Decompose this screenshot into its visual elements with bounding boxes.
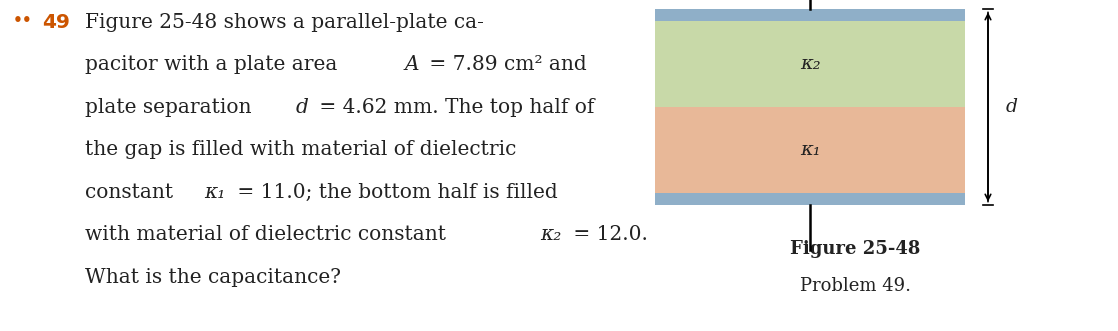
Text: constant: constant xyxy=(85,183,180,202)
Text: κ₁: κ₁ xyxy=(799,141,821,159)
Text: ••: •• xyxy=(13,13,32,28)
Text: Problem 49.: Problem 49. xyxy=(799,277,910,295)
Text: Figure 25-48 shows a parallel-plate ca-: Figure 25-48 shows a parallel-plate ca- xyxy=(85,13,484,32)
Bar xyxy=(655,21,965,107)
Bar xyxy=(655,10,965,21)
Text: Figure 25-48: Figure 25-48 xyxy=(789,240,920,258)
Text: κ₂: κ₂ xyxy=(540,225,561,245)
Text: 49: 49 xyxy=(42,13,69,32)
Text: κ₂: κ₂ xyxy=(799,55,821,73)
Text: with material of dielectric constant: with material of dielectric constant xyxy=(85,225,453,245)
Bar xyxy=(655,107,965,193)
Text: d: d xyxy=(296,98,309,117)
Text: d: d xyxy=(1006,98,1018,116)
Text: pacitor with a plate area: pacitor with a plate area xyxy=(85,56,343,74)
Text: A: A xyxy=(405,56,419,74)
Text: = 7.89 cm² and: = 7.89 cm² and xyxy=(423,56,587,74)
Text: = 4.62 mm. The top half of: = 4.62 mm. The top half of xyxy=(313,98,595,117)
Bar xyxy=(655,193,965,205)
Text: κ₁: κ₁ xyxy=(203,183,226,202)
Text: = 12.0.: = 12.0. xyxy=(567,225,647,245)
Text: = 11.0; the bottom half is filled: = 11.0; the bottom half is filled xyxy=(231,183,558,202)
Text: plate separation: plate separation xyxy=(85,98,258,117)
Text: the gap is filled with material of dielectric: the gap is filled with material of diele… xyxy=(85,140,517,160)
Text: What is the capacitance?: What is the capacitance? xyxy=(85,268,341,287)
